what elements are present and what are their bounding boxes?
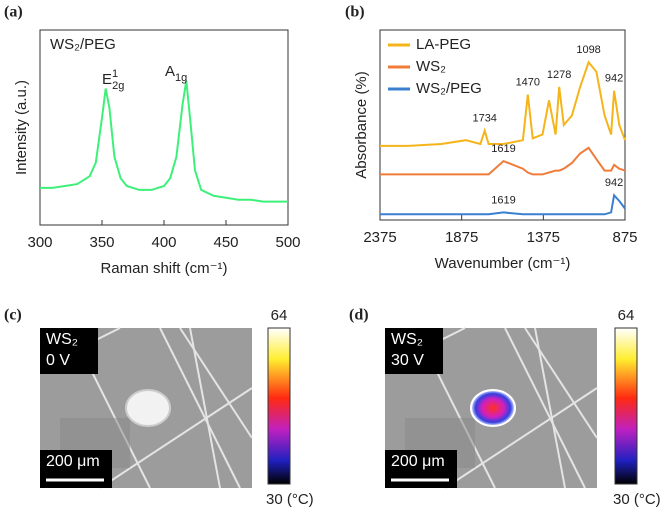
plot-frame <box>379 29 626 221</box>
scale-box <box>40 450 112 488</box>
peak-annotation: A1g <box>165 63 187 84</box>
legend-label: WS₂ <box>416 58 446 75</box>
x-tick-label: 300 <box>27 234 52 251</box>
sample-label: WS₂ <box>391 331 423 348</box>
spectrum-line <box>380 193 626 216</box>
scale-bar-label: 200 μm <box>46 453 100 470</box>
x-tick-label: 500 <box>275 234 300 251</box>
peak-label: 1619 <box>491 143 515 155</box>
plot-frame <box>39 29 289 226</box>
y-axis-label: Absorbance (%) <box>353 71 370 179</box>
voltage-label: 0 V <box>46 352 70 369</box>
y-axis-label: Intensity (a.u.) <box>13 80 30 175</box>
spectrum-line <box>380 146 626 176</box>
panel-label: (b) <box>345 4 365 21</box>
chart-title: WS₂/PEG <box>50 36 116 53</box>
peak-label: 1278 <box>547 69 571 81</box>
panel-label: (c) <box>4 307 22 324</box>
colorbar <box>267 327 291 485</box>
x-tick-label: 1375 <box>527 229 560 246</box>
sample-label: WS₂ <box>46 331 78 348</box>
x-tick-label: 2375 <box>363 229 396 246</box>
colorbar-min: 30 (°C) <box>613 491 661 508</box>
label-box <box>385 328 443 374</box>
fiber <box>534 327 566 489</box>
fiber <box>179 327 253 439</box>
scale-box <box>385 450 457 488</box>
spectrum-line <box>40 80 288 203</box>
fiber <box>444 387 598 489</box>
fiber <box>99 387 253 489</box>
peak-label: 1734 <box>472 113 496 125</box>
annotation-sub: 1g <box>175 72 187 84</box>
x-tick-label: 400 <box>151 234 176 251</box>
colorbar-min: 30 (°C) <box>266 491 314 508</box>
colorbar <box>614 327 638 485</box>
fiber <box>524 327 598 439</box>
panel-label: (d) <box>349 307 369 324</box>
x-tick-label: 1875 <box>445 229 478 246</box>
sample-blob <box>470 389 516 427</box>
scale-bar-label: 200 μm <box>391 453 445 470</box>
peak-label: 1470 <box>516 77 540 89</box>
fiber <box>504 327 586 489</box>
annotation-sup: 1 <box>112 68 118 80</box>
colorbar-max: 64 <box>618 307 635 324</box>
spectrum-line <box>380 60 626 147</box>
legend-label: WS₂/PEG <box>416 80 482 97</box>
x-axis-label: Raman shift (cm⁻¹) <box>100 260 227 277</box>
fiber <box>159 327 241 489</box>
x-tick-label: 450 <box>213 234 238 251</box>
voltage-label: 30 V <box>391 352 424 369</box>
peak-annotation: E1 2g <box>102 68 124 92</box>
annotation-sub: 2g <box>112 80 124 92</box>
colorbar-max: 64 <box>271 307 288 324</box>
peak-label: 942 <box>605 73 623 85</box>
annotation-base: E <box>102 71 112 88</box>
peak-label: 942 <box>605 177 623 189</box>
label-box <box>40 328 98 374</box>
x-axis-label: Wavenumber (cm⁻¹) <box>435 255 571 272</box>
fiber <box>189 327 221 489</box>
peak-label: 1619 <box>491 194 515 206</box>
annotation-base: A <box>165 63 175 80</box>
peak-label: 1098 <box>576 44 600 56</box>
x-tick-label: 350 <box>89 234 114 251</box>
sample-blob <box>125 389 171 427</box>
legend-label: LA-PEG <box>416 36 471 53</box>
x-tick-label: 875 <box>612 229 637 246</box>
panel-label: (a) <box>4 4 23 21</box>
